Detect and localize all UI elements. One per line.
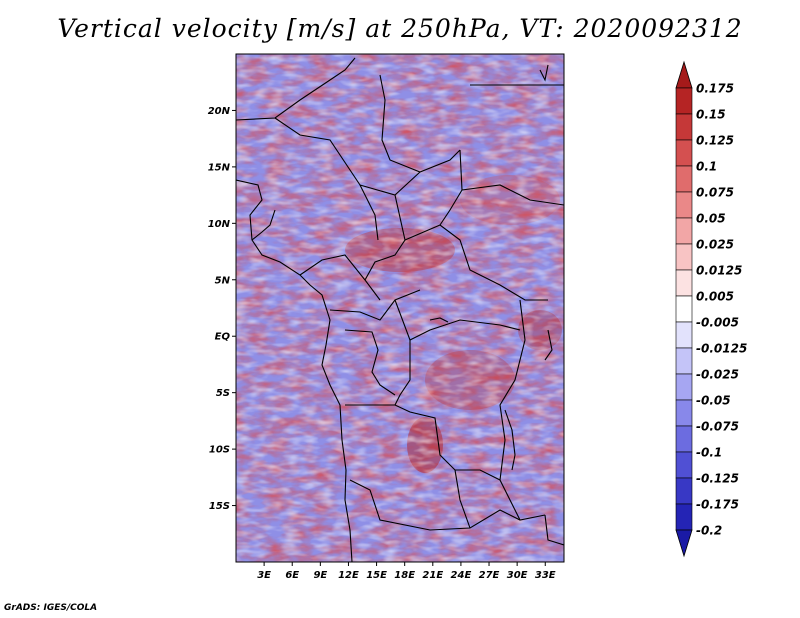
lat-tick-label: 10S bbox=[209, 445, 230, 456]
lon-tick-label: 18E bbox=[394, 570, 415, 581]
colorbar-box bbox=[675, 347, 693, 375]
lat-tick-label: 5N bbox=[215, 275, 231, 286]
colorbar-label: 0.0125 bbox=[696, 264, 742, 278]
colorbar-box bbox=[675, 399, 693, 427]
colorbar-label: 0.075 bbox=[696, 186, 734, 200]
colorbar-bottom-arrow bbox=[675, 529, 693, 558]
colorbar-label: -0.1 bbox=[696, 446, 722, 460]
country-borders bbox=[236, 57, 564, 562]
colorbar-label: 0.1 bbox=[696, 160, 717, 174]
lon-tick-label: 33E bbox=[535, 570, 556, 581]
colorbar-box bbox=[675, 243, 693, 271]
map-axes: 20N 15N 10N 5N EQ 5S 10S 15S 3E 6E 9E 12E 15E 18E 21E 2… bbox=[208, 106, 556, 581]
colorbar-box bbox=[675, 269, 693, 297]
lon-tick-label: 24E bbox=[451, 570, 472, 581]
lon-tick-label: 6E bbox=[285, 570, 299, 581]
colorbar-label: 0.005 bbox=[696, 290, 734, 304]
colorbar-label: 0.025 bbox=[696, 238, 734, 252]
lon-tick-label: 9E bbox=[313, 570, 327, 581]
colorbar-box bbox=[675, 165, 693, 193]
lat-tick-label: 15N bbox=[208, 162, 231, 173]
colorbar-box bbox=[675, 503, 693, 531]
colorbar-label: -0.125 bbox=[696, 472, 739, 486]
colorbar-label: 0.175 bbox=[696, 82, 734, 96]
lat-tick-label: EQ bbox=[215, 332, 231, 343]
lon-tick-label: 30E bbox=[507, 570, 528, 581]
vertical-velocity-field bbox=[236, 54, 564, 562]
colorbar-box bbox=[675, 451, 693, 479]
colorbar-box bbox=[675, 321, 693, 349]
chart-title: Vertical velocity [m/s] at 250hPa, VT: 2… bbox=[57, 14, 743, 43]
colorbar-label: -0.2 bbox=[696, 524, 722, 538]
lon-tick-label: 12E bbox=[338, 570, 359, 581]
colorbar: 0.175 0.15 0.125 0.1 0.075 0.05 0.025 0.0125 0.0… bbox=[675, 60, 747, 558]
colorbar-box bbox=[675, 425, 693, 453]
colorbar-box bbox=[675, 191, 693, 219]
colorbar-label: -0.175 bbox=[696, 498, 739, 512]
colorbar-top-arrow bbox=[675, 60, 693, 89]
colorbar-box bbox=[675, 113, 693, 141]
lon-tick-label: 27E bbox=[479, 570, 500, 581]
grads-credit: GrADS: IGES/COLA bbox=[4, 603, 98, 613]
colorbar-label: -0.05 bbox=[696, 394, 731, 408]
lat-tick-label: 10N bbox=[208, 219, 231, 230]
map-frame bbox=[235, 53, 565, 563]
lon-tick-label: 3E bbox=[257, 570, 271, 581]
colorbar-box bbox=[675, 373, 693, 401]
colorbar-label: -0.005 bbox=[696, 316, 739, 330]
colorbar-box bbox=[675, 139, 693, 167]
colorbar-label: -0.075 bbox=[696, 420, 739, 434]
colorbar-box bbox=[675, 295, 693, 323]
colorbar-label: -0.025 bbox=[696, 368, 739, 382]
lon-tick-label: 21E bbox=[422, 570, 443, 581]
lat-tick-label: 20N bbox=[208, 106, 231, 117]
lat-tick-label: 15S bbox=[209, 501, 230, 512]
colorbar-label: -0.0125 bbox=[696, 342, 747, 356]
colorbar-label: 0.125 bbox=[696, 134, 734, 148]
colorbar-box bbox=[675, 87, 693, 115]
colorbar-label: 0.05 bbox=[696, 212, 726, 226]
lon-tick-label: 15E bbox=[366, 570, 387, 581]
colorbar-box bbox=[675, 217, 693, 245]
colorbar-label: 0.15 bbox=[696, 108, 726, 122]
lat-tick-label: 5S bbox=[216, 388, 230, 399]
colorbar-box bbox=[675, 477, 693, 505]
